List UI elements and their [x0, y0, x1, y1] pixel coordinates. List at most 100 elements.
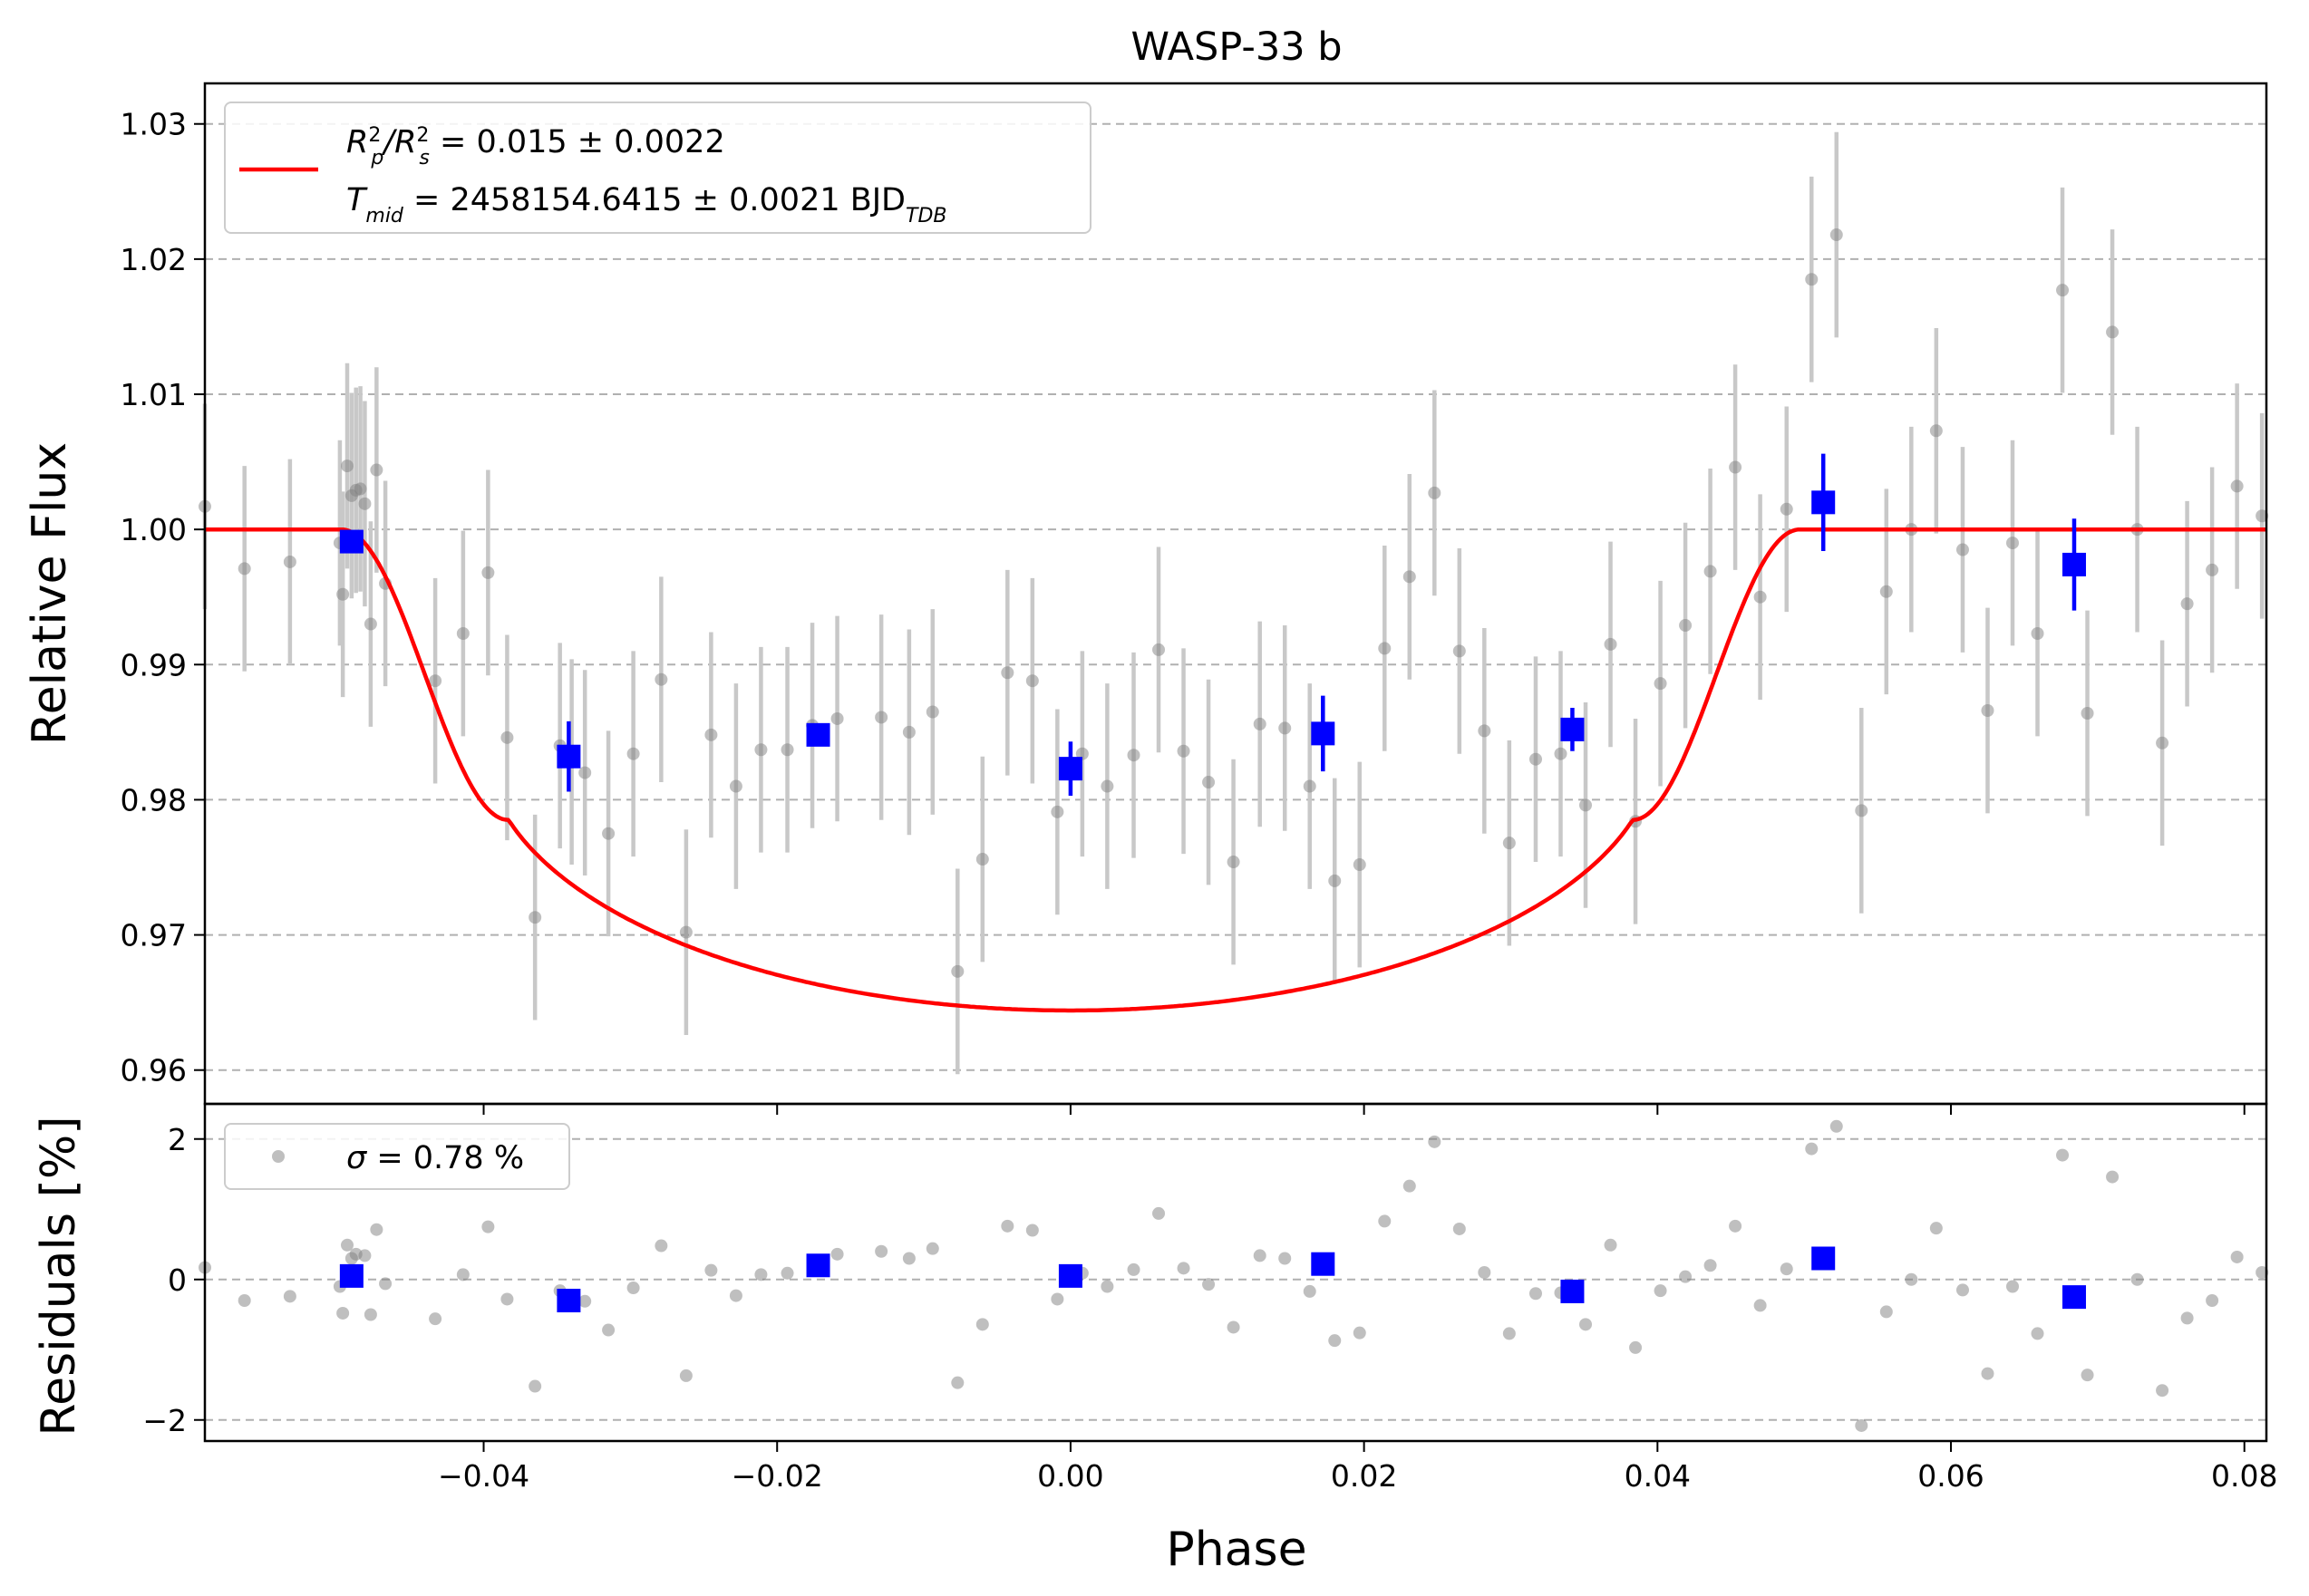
raw-data-point	[1679, 619, 1693, 633]
residual-point	[1905, 1272, 1918, 1286]
raw-data-point	[1805, 273, 1819, 286]
x-tick-label: 0.00	[1037, 1458, 1103, 1494]
residual-point	[830, 1247, 844, 1261]
residuals-legend: σ = 0.78 %	[224, 1123, 570, 1190]
flux-y-axis: 0.96 0.97 0.98 0.99 1.00 1.01 1.02 1.03	[121, 107, 205, 1088]
residuals-legend-box	[224, 1123, 570, 1190]
residual-point	[1981, 1367, 1994, 1380]
x-tick-label: 0.08	[2211, 1458, 2277, 1494]
raw-data-point	[729, 779, 742, 793]
raw-data-point	[830, 711, 844, 725]
raw-data-point	[875, 711, 888, 724]
raw-data-point	[1528, 752, 1542, 766]
raw-data-point	[2005, 537, 2019, 550]
raw-data-point	[1879, 585, 1893, 598]
raw-data-point	[283, 555, 296, 568]
residual-point	[2056, 1148, 2070, 1162]
flux-y-axis-label: Relative Flux	[23, 442, 77, 745]
flux-panel: 0.96 0.97 0.98 0.99 1.00 1.01 1.02 1.03 Relativ…	[23, 82, 2269, 1106]
residual-point	[1780, 1262, 1793, 1276]
residual-point	[1502, 1327, 1516, 1340]
binned-residual-point	[1311, 1252, 1335, 1276]
raw-data-point	[926, 705, 939, 719]
residuals-panel: −2 0 2 −0.04 −0.02 0.00 0.02 0.04 0.06 0.08 Resi…	[32, 1102, 2277, 1577]
flux-legend: R2 p/R2 s = 0.015 ± 0.0022 Tmid = 2458154.…	[224, 102, 1091, 234]
residual-point	[481, 1220, 495, 1233]
raw-data-point	[529, 911, 542, 924]
residual-point	[975, 1318, 989, 1331]
residual-point	[358, 1249, 372, 1262]
raw-data-point	[1127, 749, 1140, 762]
residual-point	[1654, 1284, 1667, 1298]
residual-point	[679, 1369, 693, 1382]
x-tick-label: −0.02	[732, 1458, 823, 1494]
binned-residual-point	[2062, 1285, 2086, 1310]
binned-data-point	[806, 722, 830, 747]
residual-point	[1579, 1318, 1593, 1331]
raw-data-point	[975, 853, 989, 866]
residual-point	[2156, 1384, 2169, 1398]
flux-y-tick-label: 1.03	[121, 107, 187, 142]
raw-data-point	[1654, 677, 1667, 691]
legend-radius-ratio-text: R2 p/R2 s = 0.015 ± 0.0022	[346, 124, 725, 169]
raw-data-point	[1955, 543, 1969, 556]
residual-point	[1253, 1249, 1266, 1262]
residual-point	[1703, 1259, 1717, 1272]
raw-data-point	[1929, 424, 1943, 438]
residuals-y-tick-label: 2	[168, 1122, 187, 1157]
raw-data-point	[902, 725, 916, 739]
raw-data-point	[754, 743, 768, 757]
raw-data-point	[1478, 724, 1491, 738]
residual-point	[2206, 1294, 2219, 1307]
residual-point	[283, 1290, 296, 1303]
raw-data-point	[951, 964, 965, 978]
raw-data-point	[370, 463, 383, 477]
residual-point	[529, 1379, 542, 1393]
raw-data-point	[1353, 858, 1366, 872]
residual-point	[1402, 1179, 1416, 1193]
raw-data-point	[1278, 721, 1292, 735]
raw-data-point	[1579, 798, 1593, 812]
residual-point	[926, 1242, 939, 1255]
residuals-y-axis-label: Residuals [%]	[32, 1116, 86, 1436]
residual-point	[1528, 1287, 1542, 1301]
flux-y-tick-label: 1.00	[121, 512, 187, 547]
residual-point	[1051, 1292, 1064, 1306]
raw-data-point	[1981, 704, 1994, 718]
raw-data-point	[1402, 570, 1416, 584]
residual-point	[456, 1268, 470, 1282]
legend-mid-time-text: Tmid = 2458154.6415 ± 0.0021 BJDTDB	[346, 182, 947, 227]
binned-data-point	[1058, 757, 1082, 781]
residual-point	[1428, 1135, 1441, 1148]
residual-point	[1202, 1278, 1216, 1291]
residual-point	[1152, 1206, 1166, 1220]
residual-point	[578, 1294, 592, 1308]
flux-plot-frame	[203, 82, 2268, 1106]
raw-data-point	[1152, 643, 1166, 656]
residual-point	[370, 1223, 383, 1236]
residual-point	[1025, 1224, 1039, 1237]
residual-point	[1855, 1418, 1868, 1432]
residual-point	[2256, 1266, 2269, 1279]
residual-point	[602, 1323, 616, 1337]
raw-data-point	[354, 482, 367, 496]
raw-data-point	[578, 766, 592, 779]
residual-point	[238, 1294, 251, 1307]
residual-point	[729, 1289, 742, 1302]
residual-point	[2230, 1250, 2244, 1263]
raw-data-point	[1227, 856, 1240, 869]
raw-data-point	[655, 672, 668, 686]
chart-title: WASP-33 b	[1130, 24, 1342, 70]
raw-data-point	[1328, 874, 1342, 887]
residual-point	[1101, 1280, 1114, 1293]
raw-data-point	[336, 587, 350, 601]
residual-point	[626, 1282, 640, 1295]
binned-residual-point	[1811, 1246, 1836, 1271]
residual-point	[364, 1308, 377, 1321]
residual-point	[1753, 1299, 1767, 1312]
raw-data-point	[1703, 565, 1717, 578]
residual-point	[2130, 1272, 2144, 1286]
residual-point	[1805, 1142, 1819, 1156]
raw-data-point	[1829, 228, 1843, 242]
